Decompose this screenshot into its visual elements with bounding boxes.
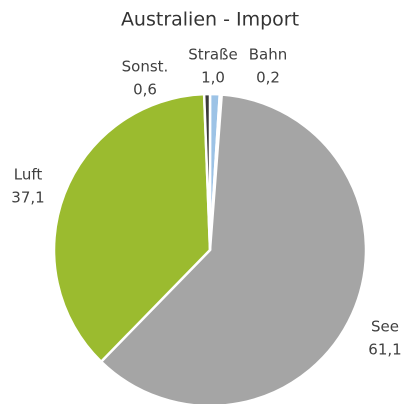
slice-label: Sonst. xyxy=(122,58,169,76)
pie-slice xyxy=(202,92,212,251)
pie-slice xyxy=(52,92,212,364)
slice-value: 0,2 xyxy=(256,69,280,87)
slice-label: Luft xyxy=(14,166,43,184)
slice-label: Straße xyxy=(188,46,237,64)
slice-label: Bahn xyxy=(249,46,288,64)
slice-label: See xyxy=(371,318,399,336)
slice-value: 0,6 xyxy=(133,81,157,99)
slice-value: 1,0 xyxy=(201,69,225,87)
slice-value: 61,1 xyxy=(368,341,401,359)
chart-title: Australien - Import xyxy=(121,9,299,31)
slice-value: 37,1 xyxy=(11,189,44,207)
pie-slice xyxy=(99,93,368,404)
